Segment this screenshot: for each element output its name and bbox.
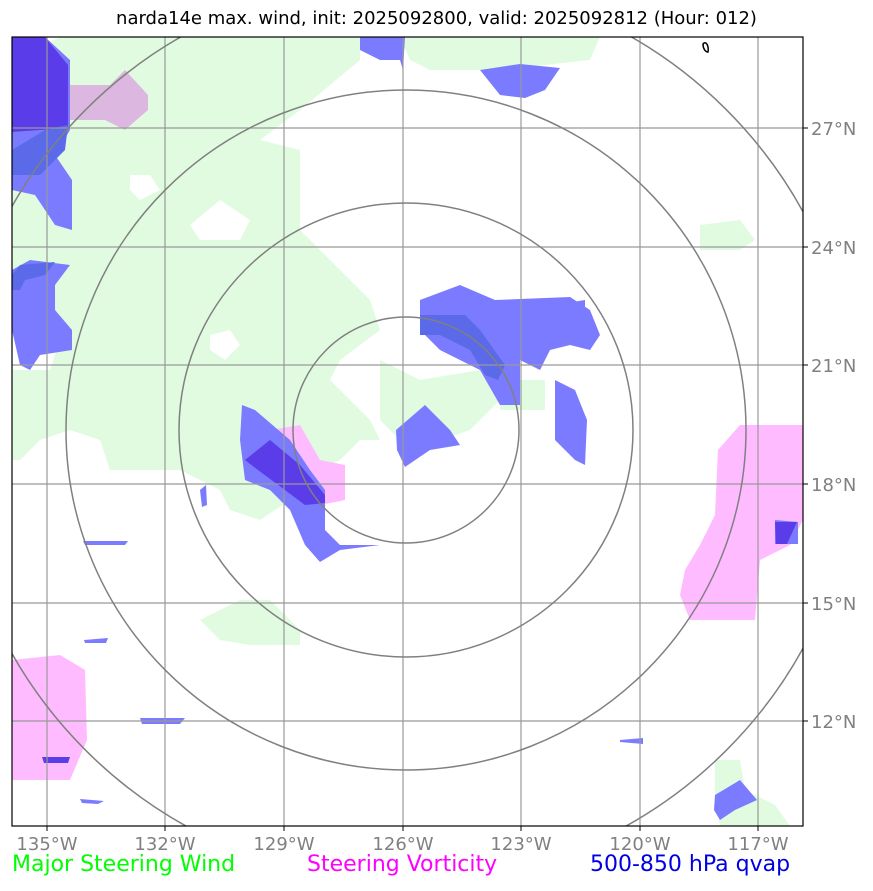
vorticity-overlap: [65, 70, 148, 130]
x-tick-label: 123°W: [490, 834, 551, 855]
y-tick-label: 12°N: [811, 712, 856, 733]
steering-wind-fill: [12, 37, 790, 826]
x-tick-label: 126°W: [372, 834, 433, 855]
tick-marks: [46, 127, 808, 831]
steering-vorticity-fill: [12, 425, 803, 780]
y-tick-label: 21°N: [811, 356, 856, 377]
x-tick-label: 120°W: [609, 834, 670, 855]
plot-frame: [11, 36, 804, 827]
legend-steering-wind: Major Steering Wind: [12, 852, 236, 877]
range-ring-3: [65, 89, 747, 771]
x-tick-label: 135°W: [16, 834, 77, 855]
y-tick-label: 24°N: [811, 238, 856, 259]
x-axis-labels: 135°W 132°W 129°W 126°W 123°W 120°W 117°…: [16, 834, 788, 855]
range-ring-1: [292, 316, 520, 544]
qvap-medium-fill: [12, 125, 505, 380]
wind-contour-mark: [702, 41, 709, 53]
range-ring-2: [178, 202, 634, 658]
y-tick-label: 18°N: [811, 475, 856, 496]
y-tick-label: 27°N: [811, 119, 856, 140]
x-tick-label: 129°W: [253, 834, 314, 855]
figure-title: narda14e max. wind, init: 2025092800, va…: [116, 8, 757, 29]
qvap-dark-fill: [12, 37, 797, 763]
range-rings: [12, 37, 803, 826]
y-tick-label: 15°N: [811, 594, 856, 615]
legend-steering-vorticity: Steering Vorticity: [307, 852, 498, 877]
y-axis-labels: 27°N 24°N 21°N 18°N 15°N 12°N: [811, 119, 856, 733]
x-tick-label: 132°W: [134, 834, 195, 855]
legend-qvap: 500-850 hPa qvap: [590, 852, 791, 877]
graticule: [12, 37, 803, 826]
x-tick-label: 117°W: [727, 834, 788, 855]
